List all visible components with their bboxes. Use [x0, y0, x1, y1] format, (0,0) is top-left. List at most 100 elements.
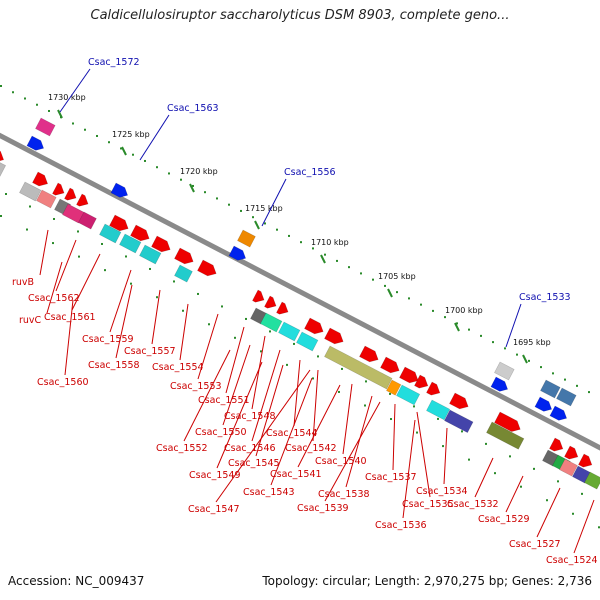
gene-leader-line — [115, 284, 133, 359]
track-dot — [581, 492, 583, 495]
track-dot — [72, 122, 74, 125]
reverse-gene-marker — [26, 135, 45, 151]
track-dot — [173, 280, 175, 283]
red-gene-label: Csac_1557 — [124, 346, 176, 357]
gene-block — [174, 264, 193, 283]
track-dot — [288, 234, 290, 237]
track-dot — [204, 191, 206, 194]
scale-tick-label: 1710 kbp — [311, 238, 349, 247]
track-dot — [516, 353, 518, 356]
scale-tick-mark — [189, 183, 195, 193]
gene-block — [494, 361, 515, 381]
track-dot — [0, 85, 2, 87]
gene-leader-line — [402, 419, 416, 519]
gene-leader-line — [222, 344, 251, 426]
gene-leader-line — [270, 377, 313, 486]
red-gene-label: Csac_1545 — [228, 458, 280, 469]
track-dot — [341, 367, 343, 370]
red-gene-label: Csac_1534 — [416, 486, 468, 497]
track-dot — [564, 378, 566, 381]
gene-leader-line — [183, 349, 231, 442]
gene-block — [444, 409, 474, 434]
forward-gene-arrow — [549, 437, 564, 452]
forward-gene-arrow — [64, 187, 77, 201]
track-dot — [432, 309, 434, 312]
scale-tick-label: 1725 kbp — [112, 130, 150, 139]
track-dot — [317, 355, 319, 358]
forward-gene-arrow — [0, 147, 5, 163]
track-dot — [312, 377, 314, 380]
red-gene-label: Csac_1550 — [195, 427, 247, 438]
gene-leader-line — [179, 303, 189, 361]
track-dot — [29, 205, 31, 208]
track-dot — [572, 512, 574, 515]
scale-tick-label: 1700 kbp — [445, 306, 483, 315]
track-dot — [494, 472, 496, 475]
scale-tick-mark — [121, 146, 127, 156]
scale-tick-mark — [57, 109, 63, 119]
forward-gene-arrow — [276, 301, 289, 315]
track-dot — [130, 282, 132, 285]
red-gene-label: Csac_1537 — [365, 472, 417, 483]
track-dot — [461, 430, 463, 433]
track-dot — [0, 215, 2, 217]
red-gene-label: Csac_1561 — [44, 312, 96, 323]
track-dot — [276, 228, 278, 231]
track-dot — [492, 341, 494, 344]
gene-leader-line — [443, 427, 448, 485]
gene-block — [19, 181, 42, 202]
gene-leader-line — [46, 261, 63, 314]
track-dot — [546, 499, 548, 502]
gene-leader-line — [71, 253, 101, 311]
track-dot — [101, 242, 103, 245]
red-gene-label: Csac_1562 — [28, 293, 80, 304]
inner-forward-track — [5, 193, 583, 495]
gene-block — [78, 211, 97, 230]
red-gene-label: Csac_1549 — [189, 470, 241, 481]
track-dot — [480, 334, 482, 337]
track-dot — [104, 269, 106, 272]
reverse-gene-marker — [549, 405, 568, 421]
track-dot — [360, 272, 362, 275]
blue-gene-label: Csac_1563 — [167, 103, 219, 114]
gene-block — [556, 387, 577, 407]
red-gene-label: ruvC — [19, 315, 42, 326]
track-dot — [384, 284, 386, 287]
track-dot — [182, 309, 184, 312]
gene-leader-line — [416, 411, 431, 498]
track-dot — [336, 259, 338, 262]
red-gene-label: Csac_1542 — [285, 443, 337, 454]
track-dot — [520, 485, 522, 488]
red-gene-label: Csac_1548 — [224, 411, 276, 422]
forward-gene-arrow — [252, 289, 265, 303]
track-dot — [108, 141, 110, 144]
forward-gene-arrow — [174, 247, 194, 265]
red-gene-label: Csac_1553 — [170, 381, 222, 392]
forward-gene-arrow — [151, 235, 171, 253]
track-dot — [588, 391, 590, 394]
track-dot — [372, 278, 374, 281]
track-dot — [48, 109, 50, 112]
track-dot — [598, 526, 600, 529]
gene-leader-line — [64, 299, 74, 376]
reverse-gene-marker — [228, 245, 247, 261]
gene-leader-line — [573, 499, 595, 554]
track-dot — [216, 197, 218, 200]
track-dot — [228, 203, 230, 206]
track-dot — [144, 159, 146, 162]
gene-leader-line — [345, 395, 373, 488]
red-gene-label: Csac_1538 — [318, 489, 370, 500]
gene-block — [237, 229, 256, 248]
gene-block — [99, 223, 122, 244]
scale-tick-label: 1720 kbp — [180, 167, 218, 176]
track-dot — [540, 366, 542, 369]
scale-tick-mark — [254, 220, 260, 230]
track-dot — [5, 193, 7, 195]
accession-text: Accession: NC_009437 — [8, 574, 145, 588]
forward-gene-arrow — [426, 381, 441, 396]
forward-gene-arrow — [197, 259, 217, 277]
track-dot — [312, 247, 314, 250]
track-dot — [260, 350, 262, 353]
forward-gene-arrow — [52, 182, 65, 196]
